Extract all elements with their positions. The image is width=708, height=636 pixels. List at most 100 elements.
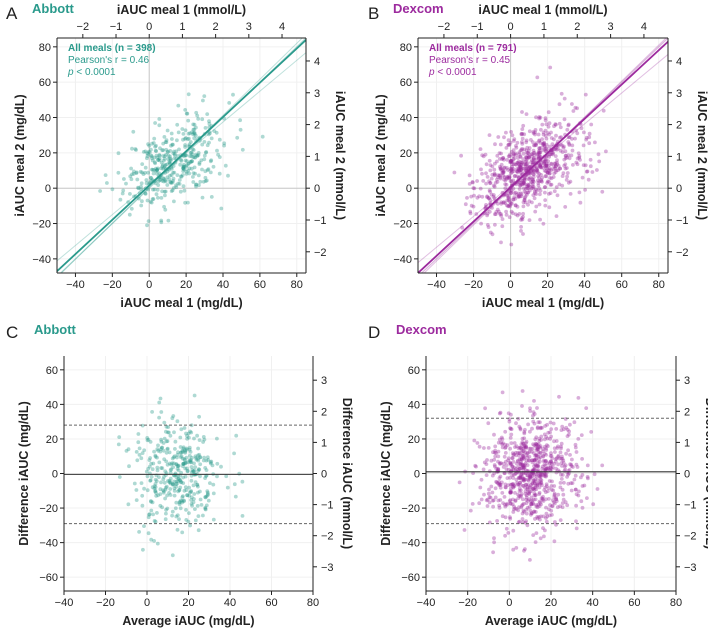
panel-d-data-point — [542, 474, 547, 479]
panel-d-data-point — [508, 461, 513, 466]
panel-b-data-point — [474, 212, 479, 216]
panel-b-data-point — [540, 137, 544, 142]
panel-b-data-point — [507, 215, 512, 220]
panel-c-data-point — [160, 466, 165, 471]
panel-d-data-point — [536, 460, 540, 465]
panel-b-y-tick-label: 20 — [400, 148, 412, 160]
panel-b-y2-axis-label: iAUC meal 2 (mmol/L) — [695, 91, 708, 220]
panel-c-data-point — [184, 446, 189, 451]
panel-b-data-point — [544, 166, 549, 170]
panel-b-y-axis-label: iAUC meal 2 (mg/dL) — [374, 94, 388, 216]
panel-d-data-point — [534, 474, 539, 479]
panel-b-ci-upper — [423, 38, 667, 273]
panel-a-data-point — [188, 160, 193, 164]
panel-b-data-point — [520, 160, 525, 165]
panel-b-data-point — [516, 166, 521, 171]
panel-b-data-point — [542, 168, 547, 173]
panel-c-data-point — [192, 436, 196, 441]
panel-d-data-point — [518, 475, 523, 480]
panel-d-y-tick-label: 20 — [408, 434, 420, 446]
panel-d-data-point — [531, 467, 536, 472]
panel-a-data-point — [186, 168, 191, 173]
panel-d-data-point — [511, 467, 516, 472]
panel-c-data-point — [152, 519, 157, 523]
panel-a-stat-n: All meals (n = 398) — [68, 43, 156, 54]
panel-b-data-point — [523, 200, 528, 205]
panel-a-data-point — [208, 170, 213, 175]
panel-c-data-point — [188, 460, 193, 465]
panel-d-data-point — [546, 486, 551, 491]
panel-b-data-point — [520, 132, 525, 136]
panel-b-data-point — [574, 160, 579, 165]
panel-d-data-point — [554, 456, 559, 461]
panel-a-data-point — [194, 125, 198, 130]
panel-d-data-point — [530, 474, 535, 479]
panel-d-data-point — [484, 498, 489, 503]
panel-b-data-point — [544, 146, 548, 151]
panel-c-data-point — [165, 446, 170, 451]
panel-b-data-point — [588, 164, 593, 169]
panel-b-data-point — [468, 209, 473, 214]
panel-b-data-point — [560, 174, 565, 179]
panel-b-data-point — [499, 214, 504, 218]
panel-c-data-point — [206, 492, 210, 497]
panel-d-data-point — [505, 443, 510, 447]
panel-d-data-point — [538, 473, 543, 478]
panel-d-points — [457, 389, 605, 562]
panel-a-data-point — [183, 200, 188, 205]
panel-b-data-point — [502, 177, 506, 182]
panel-b-data-point — [577, 154, 582, 159]
panel-b-data-point — [553, 122, 558, 127]
panel-b-data-point — [515, 169, 519, 174]
panel-a-data-point — [180, 127, 185, 131]
panel-b-data-point — [501, 171, 505, 176]
panel-b-data-point — [506, 204, 510, 209]
panel-a-data-point — [216, 152, 221, 157]
panel-b-data-point — [497, 209, 501, 214]
panel-d-data-point — [554, 466, 558, 471]
panel-d-data-point — [482, 446, 486, 450]
panel-b-data-point — [542, 144, 547, 149]
panel-a-data-point — [184, 153, 189, 158]
panel-a-x2-tick-label: 4 — [279, 21, 285, 33]
panel-d-data-point — [518, 462, 522, 466]
panel-b-data-point — [537, 175, 541, 180]
panel-b-data-point — [515, 169, 519, 174]
panel-b-data-point — [558, 148, 563, 153]
panel-b-data-point — [530, 200, 534, 205]
panel-c-data-point — [181, 462, 186, 466]
panel-a-data-point — [147, 150, 152, 155]
panel-c-data-point — [149, 461, 154, 466]
panel-d-data-point — [560, 501, 565, 505]
panel-d-data-point — [518, 426, 523, 431]
panel-d-data-point — [520, 463, 525, 468]
panel-b-data-point — [531, 178, 535, 183]
panel-d-data-point — [526, 499, 530, 503]
panel-c-data-point — [192, 461, 196, 466]
panel-b-data-point — [553, 164, 558, 169]
panel-d-x-tick-label: −20 — [458, 597, 477, 609]
panel-b-data-point — [553, 147, 557, 152]
panel-b-data-point — [527, 165, 531, 170]
panel-b-data-point — [527, 155, 531, 159]
panel-c-data-point — [157, 415, 162, 420]
panel-d-data-point — [540, 447, 545, 451]
panel-a-data-point — [192, 155, 197, 160]
panel-a-data-point — [122, 177, 126, 181]
panel-c-data-point — [162, 420, 167, 425]
panel-b-data-point — [565, 166, 569, 170]
panel-d-data-point — [535, 406, 539, 410]
panel-c-data-point — [191, 483, 196, 488]
panel-c-data-point — [140, 503, 145, 508]
panel-d-data-point — [552, 446, 557, 451]
panel-b-data-point — [537, 115, 542, 119]
panel-c-data-point — [182, 498, 186, 503]
panel-c-data-point — [208, 481, 212, 485]
panel-d-data-point — [544, 443, 549, 448]
panel-d-data-point — [560, 505, 565, 510]
panel-d-data-point — [538, 455, 543, 459]
panel-b-data-point — [542, 185, 547, 190]
panel-b-x2-tick-label: 2 — [574, 21, 580, 33]
panel-c-data-point — [192, 492, 197, 496]
panel-c-data-point — [176, 476, 181, 481]
